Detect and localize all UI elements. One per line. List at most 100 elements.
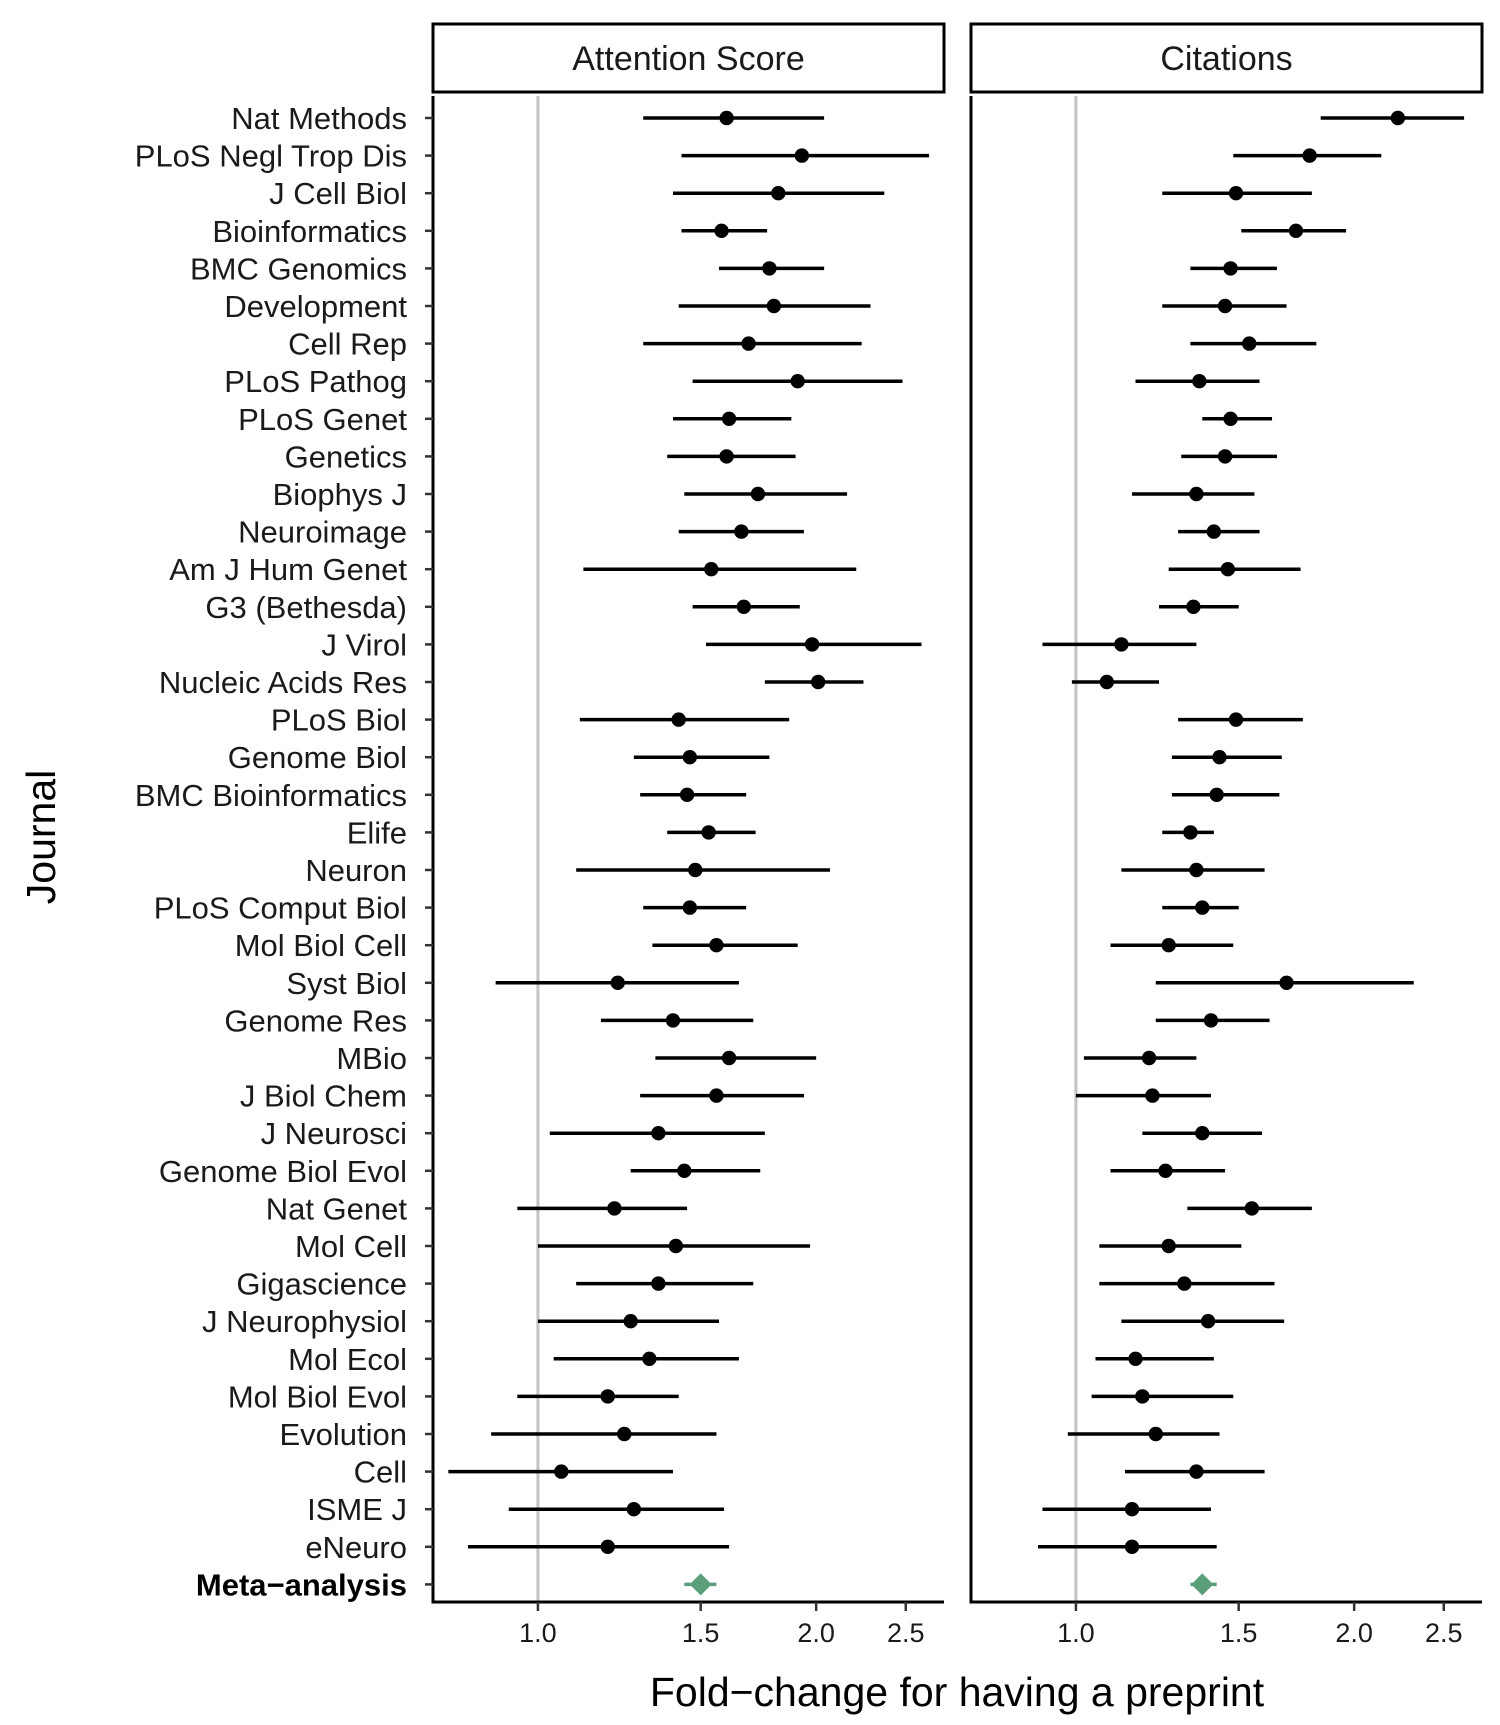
- point-estimate-elife: [1183, 825, 1198, 840]
- point-estimate-biophys-j: [1189, 486, 1204, 502]
- y-tick-label-plos-genet: PLoS Genet: [238, 402, 407, 437]
- y-tick-label-genome-biol: Genome Biol: [228, 740, 407, 775]
- y-tick-label-bioinformatics: Bioinformatics: [212, 214, 407, 249]
- y-tick-label-j-neurophysiol: J Neurophysiol: [202, 1304, 407, 1339]
- panel-body-citations: 1.0 1.5 2.0 2.5: [969, 96, 1482, 1648]
- y-tick-label-plos-comput-biol: PLoS Comput Biol: [154, 891, 407, 926]
- y-tick-label-am-j-hum-genet: Am J Hum Genet: [169, 552, 407, 587]
- y-tick-label-plos-negl-trop-dis: PLoS Negl Trop Dis: [135, 139, 407, 174]
- point-estimate-nucleic-acids-res: [1099, 674, 1115, 690]
- point-estimate-isme-j: [626, 1502, 642, 1517]
- x-tick-label: 2.0: [1335, 1618, 1373, 1648]
- point-estimate-am-j-hum-genet: [1220, 562, 1236, 577]
- y-tick-label-neuroimage: Neuroimage: [238, 515, 407, 550]
- y-tick-label-mbio: MBio: [336, 1041, 407, 1076]
- point-estimate-bioinformatics: [1288, 223, 1304, 238]
- point-estimate-j-neurophysiol: [623, 1314, 638, 1329]
- point-estimate-plos-biol: [671, 712, 686, 727]
- y-tick-label-j-cell-biol: J Cell Biol: [269, 176, 407, 211]
- point-estimate-bmc-genomics: [1223, 261, 1238, 276]
- point-estimate-mol-cell: [668, 1238, 684, 1254]
- x-tick-label: 2.5: [887, 1618, 925, 1648]
- x-axis-title: Fold−change for having a preprint: [650, 1669, 1265, 1715]
- point-estimate-mol-biol-cell: [709, 938, 724, 953]
- y-tick-label-g3-bethesda: G3 (Bethesda): [205, 590, 407, 625]
- y-tick-label-j-virol: J Virol: [321, 627, 407, 662]
- point-estimate-genome-biol: [682, 750, 698, 765]
- point-estimate-mol-biol-evol: [1135, 1389, 1150, 1404]
- point-estimate-genome-biol: [1212, 750, 1227, 765]
- point-estimate-plos-pathog: [790, 374, 805, 389]
- point-estimate-isme-j: [1124, 1502, 1140, 1517]
- y-tick-label-plos-biol: PLoS Biol: [271, 703, 407, 738]
- point-estimate-neuron: [688, 862, 703, 878]
- point-estimate-evolution: [1148, 1426, 1163, 1442]
- point-estimate-genetics: [1217, 449, 1233, 464]
- y-tick-label-gigascience: Gigascience: [236, 1267, 407, 1302]
- panel-citations: Citations 1.0 1.5 2.0 2.5: [969, 22, 1484, 1648]
- point-estimate-nat-genet: [607, 1201, 622, 1216]
- point-estimate-gigascience: [1177, 1276, 1192, 1291]
- point-estimate-meta-analysis: [689, 1573, 712, 1596]
- point-estimate-genome-res: [1203, 1013, 1219, 1028]
- point-estimate-mol-biol-cell: [1161, 938, 1176, 953]
- panel-attention-score: Attention Score 1.0 1.5 2.0 2.5: [425, 22, 946, 1648]
- point-estimate-j-virol: [804, 637, 820, 652]
- x-tick-label: 1.5: [682, 1618, 720, 1648]
- point-estimate-neuroimage: [1206, 524, 1222, 539]
- x-tick-label: 2.0: [797, 1618, 835, 1648]
- point-estimate-genome-biol-evol: [677, 1163, 692, 1179]
- y-tick-label-mol-ecol: Mol Ecol: [288, 1342, 407, 1377]
- point-estimate-am-j-hum-genet: [704, 562, 719, 577]
- point-estimate-j-biol-chem: [709, 1088, 724, 1103]
- x-tick-label: 1.0: [1057, 1618, 1095, 1648]
- point-estimate-meta-analysis: [1191, 1573, 1214, 1596]
- point-estimate-plos-comput-biol: [682, 900, 698, 915]
- y-tick-label-bmc-bioinformatics: BMC Bioinformatics: [135, 778, 407, 813]
- point-estimate-j-neurophysiol: [1200, 1314, 1216, 1329]
- point-estimate-cell: [1189, 1464, 1204, 1479]
- point-estimate-genetics: [719, 449, 734, 464]
- point-estimate-j-cell-biol: [771, 186, 786, 201]
- point-estimate-j-virol: [1114, 637, 1129, 652]
- point-estimate-syst-biol: [610, 975, 625, 990]
- facet-strip-citations: [969, 22, 1484, 94]
- point-estimate-nat-methods: [719, 110, 734, 126]
- y-tick-label-genetics: Genetics: [285, 439, 407, 474]
- point-estimate-neuron: [1189, 862, 1204, 878]
- y-tick-label-cell-rep: Cell Rep: [288, 327, 407, 362]
- point-estimate-j-neurosci: [1195, 1126, 1210, 1141]
- y-tick-label-neuron: Neuron: [305, 853, 407, 888]
- y-tick-label-development: Development: [224, 289, 407, 324]
- x-tick-label: 2.5: [1425, 1618, 1463, 1648]
- point-estimate-mbio: [1141, 1050, 1157, 1066]
- point-estimate-eneuro: [600, 1539, 615, 1555]
- point-estimate-bmc-bioinformatics: [1209, 787, 1224, 802]
- y-tick-label-eneuro: eNeuro: [305, 1530, 407, 1565]
- facet-title-attention-score: Attention Score: [572, 40, 804, 78]
- facet-strip-attention-score: [431, 22, 946, 94]
- y-tick-label-isme-j: ISME J: [307, 1492, 407, 1527]
- point-estimate-plos-genet: [721, 411, 737, 426]
- point-estimate-syst-biol: [1279, 975, 1294, 990]
- point-estimate-bmc-genomics: [762, 261, 777, 276]
- panel-body-attention-score: 1.0 1.5 2.0 2.5: [425, 96, 944, 1648]
- x-tick-label: 1.5: [1220, 1618, 1258, 1648]
- point-estimate-j-neurosci: [651, 1126, 666, 1141]
- y-tick-label-mol-biol-cell: Mol Biol Cell: [235, 928, 407, 963]
- y-tick-label-bmc-genomics: BMC Genomics: [190, 251, 407, 286]
- point-estimate-cell-rep: [1242, 336, 1257, 351]
- y-tick-label-j-neurosci: J Neurosci: [261, 1116, 407, 1151]
- point-estimate-genome-res: [665, 1013, 681, 1028]
- y-tick-label-j-biol-chem: J Biol Chem: [240, 1079, 407, 1114]
- point-estimate-bioinformatics: [714, 223, 729, 238]
- point-estimate-mbio: [721, 1050, 737, 1066]
- y-tick-label-mol-cell: Mol Cell: [295, 1229, 407, 1264]
- point-estimate-biophys-j: [750, 486, 766, 502]
- point-estimate-j-cell-biol: [1228, 186, 1244, 201]
- point-estimate-mol-cell: [1161, 1238, 1176, 1254]
- y-tick-label-plos-pathog: PLoS Pathog: [224, 364, 407, 399]
- facet-title-citations: Citations: [1160, 40, 1292, 78]
- y-tick-label-biophys-j: Biophys J: [273, 477, 407, 512]
- point-estimate-plos-comput-biol: [1195, 900, 1210, 915]
